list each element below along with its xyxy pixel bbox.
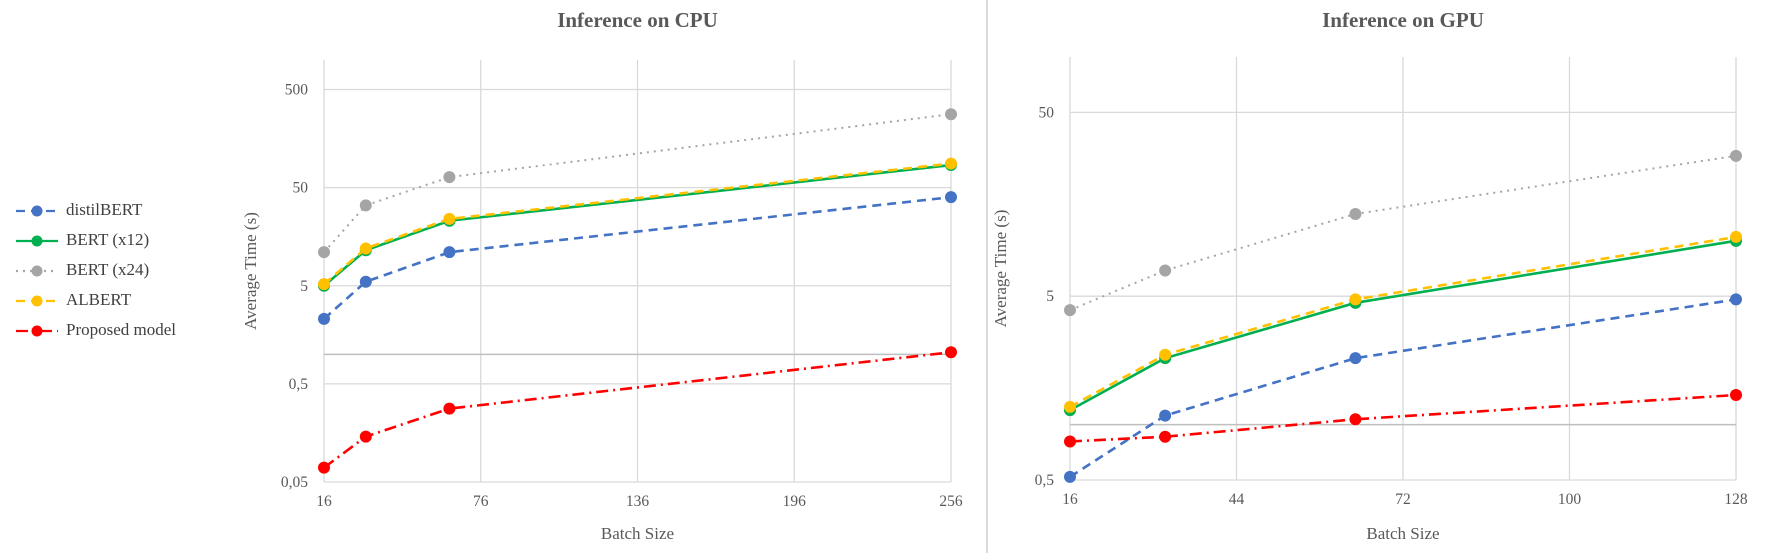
y-tick-label: 5: [1046, 288, 1054, 305]
legend-item-proposed-model: Proposed model: [14, 316, 214, 346]
y-axis-title: Average Time (s): [241, 212, 260, 330]
data-point: [1349, 413, 1362, 426]
data-point: [443, 402, 456, 415]
y-tick-label: 50: [293, 180, 309, 197]
x-tick-label: 16: [1062, 491, 1078, 508]
data-point: [1349, 293, 1362, 306]
chart-title: Inference on GPU: [1322, 8, 1484, 32]
legend-label: BERT (x12): [66, 230, 150, 249]
data-point: [1064, 435, 1076, 448]
data-point: [1349, 207, 1362, 220]
data-point: [443, 246, 456, 259]
legend-label: distilBERT: [66, 200, 143, 219]
data-point: [443, 171, 456, 184]
data-point: [1064, 304, 1076, 317]
data-point: [1064, 400, 1076, 413]
data-point: [1159, 430, 1172, 443]
legend-swatch-albert: [16, 295, 58, 307]
legend-item-distilbert: distilBERT: [14, 196, 214, 226]
data-point: [359, 275, 372, 288]
x-tick-label: 196: [783, 493, 807, 510]
y-tick-label: 500: [285, 82, 309, 99]
gpu-inference-chart: Inference on GPU 16 44 72 100 128 0,5 5 50 Batch …: [991, 8, 1748, 543]
y-tick-label: 0,5: [289, 376, 309, 393]
data-point: [1159, 348, 1172, 361]
series-distilbert: [318, 191, 957, 325]
series-line: [1069, 235, 1737, 408]
legend-label: ALBERT: [66, 290, 132, 309]
x-tick-label: 100: [1558, 491, 1582, 508]
x-tick-label: 136: [626, 493, 650, 510]
legend-item-bert-x12: BERT (x12): [14, 226, 214, 256]
data-point: [1159, 409, 1172, 422]
series-proposed-model: [318, 346, 957, 474]
panel-divider: [986, 0, 988, 553]
data-point: [945, 191, 957, 204]
series-line: [323, 195, 952, 320]
y-tick-label: 50: [1039, 104, 1055, 121]
series-bert-x24: [1064, 149, 1742, 317]
data-point: [318, 246, 330, 259]
data-point: [1730, 149, 1742, 162]
x-tick-label: 72: [1395, 491, 1411, 508]
legend-swatch-proposed-model: [16, 325, 58, 337]
data-point: [945, 157, 957, 170]
data-point: [359, 242, 372, 255]
data-point: [318, 312, 330, 325]
data-point: [318, 278, 330, 291]
chart-legend: distilBERT BERT (x12) BERT (x24) ALBERT Prop…: [14, 196, 214, 346]
legend-label: Proposed model: [66, 320, 177, 339]
data-point: [318, 461, 330, 474]
series-line: [1069, 298, 1737, 478]
series-line: [1069, 239, 1737, 412]
series-proposed-model: [1064, 388, 1742, 448]
series-albert: [1064, 230, 1742, 413]
data-point: [359, 199, 372, 212]
y-axis-title: Average Time (s): [991, 210, 1010, 328]
data-point: [945, 346, 957, 359]
series-albert: [318, 157, 957, 291]
series-line: [323, 163, 952, 287]
data-point: [443, 212, 456, 225]
legend-swatch-bert-x12: [16, 235, 58, 247]
series-bert-x24: [318, 108, 957, 259]
data-point: [1730, 230, 1742, 243]
y-tick-label: 0,05: [281, 474, 308, 491]
data-point: [1730, 388, 1742, 401]
data-point: [1730, 293, 1742, 306]
legend-item-bert-x24: BERT (x24): [14, 256, 214, 286]
x-tick-label: 44: [1229, 491, 1245, 508]
data-point: [1064, 470, 1076, 483]
x-axis-title: Batch Size: [1366, 524, 1439, 543]
chart-title: Inference on CPU: [557, 8, 718, 32]
series-line: [323, 162, 952, 286]
legend-swatch-bert-x24: [16, 265, 58, 277]
legend-item-albert: ALBERT: [14, 286, 214, 316]
y-tick-label: 5: [300, 278, 308, 295]
y-tick-label: 0,5: [1035, 472, 1055, 489]
x-tick-label: 256: [939, 493, 963, 510]
data-point: [1159, 264, 1172, 277]
data-point: [1349, 352, 1362, 365]
cpu-inference-chart: Inference on CPU 16 76 136 196 256 0,05 0,5 5 50 5…: [241, 8, 963, 543]
x-tick-label: 16: [316, 493, 332, 510]
legend-swatch-distilbert: [16, 205, 58, 217]
data-point: [359, 430, 372, 443]
x-axis-title: Batch Size: [601, 524, 674, 543]
x-tick-label: 128: [1724, 491, 1748, 508]
series-distilbert: [1064, 293, 1742, 483]
data-point: [945, 108, 957, 121]
legend-label: BERT (x24): [66, 260, 150, 279]
series-line: [323, 113, 952, 253]
series-line: [323, 350, 952, 469]
x-tick-label: 76: [473, 493, 489, 510]
